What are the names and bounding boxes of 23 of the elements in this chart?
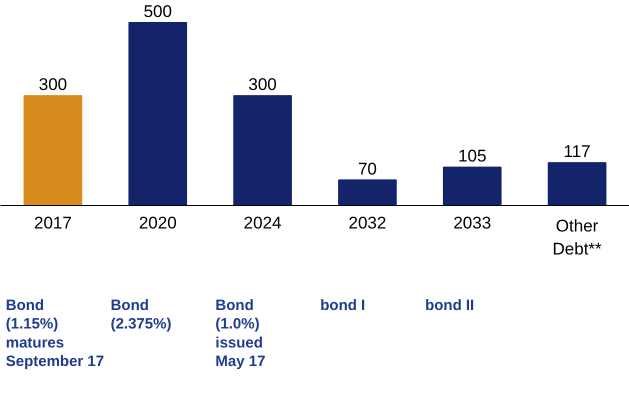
bar bbox=[128, 22, 188, 206]
x-tick-label: Other Debt** bbox=[552, 216, 602, 258]
text: Bond (1.15%) matures September 17 bbox=[6, 297, 104, 370]
x-tick-label: 2020 bbox=[138, 213, 177, 232]
x-tick-label: 2033 bbox=[453, 213, 492, 232]
data-label: 300 bbox=[248, 75, 277, 94]
bar bbox=[338, 179, 397, 206]
text: bond II bbox=[425, 297, 474, 314]
data-label: 70 bbox=[358, 159, 377, 178]
text: Bond (1.0%) issued May 17 bbox=[215, 297, 266, 370]
text: Bond (2.375%) bbox=[110, 297, 172, 333]
data-label: 117 bbox=[564, 142, 591, 162]
bar bbox=[24, 95, 82, 206]
data-label: 300 bbox=[38, 75, 68, 94]
x-tick-label: 2017 bbox=[34, 213, 72, 232]
data-label: 500 bbox=[144, 2, 172, 21]
bar bbox=[442, 166, 502, 206]
text: bond I bbox=[320, 297, 366, 314]
bar bbox=[233, 95, 292, 206]
data-label: 105 bbox=[458, 146, 486, 166]
x-tick-label: 2024 bbox=[244, 213, 282, 232]
bar bbox=[548, 162, 606, 206]
x-tick-label: 2032 bbox=[348, 213, 386, 232]
